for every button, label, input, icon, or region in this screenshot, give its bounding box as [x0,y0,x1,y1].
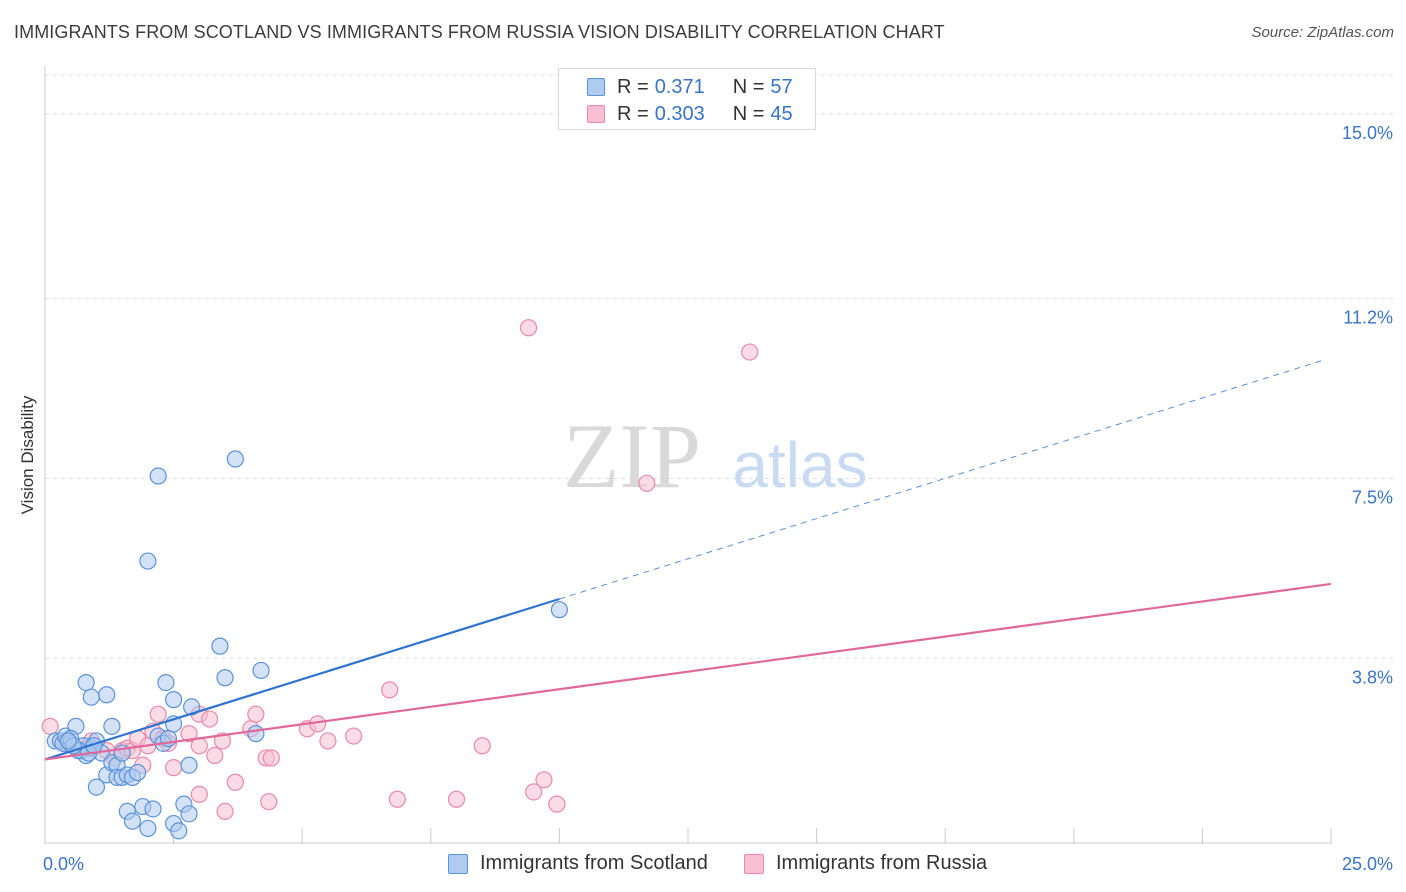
watermark-atlas: atlas [732,429,867,501]
russia-point [206,746,224,765]
x-tick-label: 25.0% [1342,854,1393,874]
scotland-point [87,778,106,796]
legend-item-russia[interactable]: Immigrants from Russia [744,852,987,875]
russia-point [262,749,280,767]
scotland-point [180,805,198,823]
russia-point [741,343,759,361]
russia-n-value: 45 [770,102,793,125]
y-tick-label: 15.0% [1342,123,1393,143]
r-label: R = [617,102,649,125]
scotland-point [77,673,95,692]
russia-point [216,802,234,821]
scotland-point [165,691,183,709]
scotland-point [183,698,201,716]
scotland-point [139,552,157,570]
scotland-point [82,688,100,706]
russia-point [190,785,208,803]
watermark-zip: ZIP [563,405,701,507]
y-tick-label: 7.5% [1352,487,1393,507]
scotland-point [157,673,175,692]
scotland-point [211,637,229,655]
axis-layer [44,66,1332,844]
y-tick-label: 11.2% [1343,308,1393,328]
russia-point [447,790,466,808]
scotland-trend-line [44,597,560,761]
scotland-point [139,819,157,838]
russia-point [226,773,244,791]
russia-point [345,727,363,745]
russia-point [149,705,167,723]
russia-point [525,783,543,801]
scotland-trend-extension [559,358,1327,600]
points-layer [41,319,759,840]
series-legend: Immigrants from Scotland Immigrants from… [0,852,1406,878]
scotland-point [180,756,198,774]
scotland-point [128,763,147,782]
scotland-point [144,800,162,818]
scotland-point [59,732,77,750]
russia-point [319,732,337,750]
scotland-point [550,601,569,619]
scotland-point [123,812,142,830]
scotland-point [247,725,265,743]
source-label: Source: ZipAtlas.com [1251,24,1394,41]
russia-point [381,681,399,699]
russia-point [201,710,219,728]
scotland-point [149,467,167,485]
n-label: N = [732,75,765,98]
tick-label-layer: 3.8% 7.5% 11.2% 15.0% 0.0% 25.0% [43,123,1393,874]
trend-layer [44,358,1332,761]
scotland-point [103,717,121,735]
russia-point [519,319,538,337]
scotland-point [170,822,188,840]
x-tick-label: 0.0% [43,854,84,874]
russia-trend-line [44,582,1332,761]
russia-point [638,474,656,492]
russia-point [260,793,278,811]
russia-point [388,790,406,808]
y-axis-title: Vision Disability [18,395,37,515]
scotland-legend-swatch [448,853,468,874]
russia-point [165,759,183,777]
russia-swatch [587,105,605,123]
r-label: R = [617,75,649,98]
watermark: ZIP atlas [563,405,868,507]
n-label: N = [732,102,765,125]
russia-point [535,771,553,789]
russia-point [473,737,491,755]
legend-row-russia: R = 0.303 N = 45 [559,101,815,127]
russia-legend-label: Immigrants from Russia [776,852,988,874]
correlation-legend: R = 0.371 N = 57 R = 0.303 N = 45 [558,68,816,130]
russia-point [180,725,198,743]
chart-title: IMMIGRANTS FROM SCOTLAND VS IMMIGRANTS F… [14,22,945,42]
y-tick-label: 3.8% [1352,667,1393,687]
russia-legend-swatch [744,853,764,874]
grid-layer [45,74,1393,659]
scotland-point [226,450,244,468]
legend-row-scotland: R = 0.371 N = 57 [559,74,815,100]
russia-point [41,717,59,735]
russia-point [548,795,566,813]
scotland-legend-label: Immigrants from Scotland [480,852,708,874]
scotland-n-value: 57 [770,75,793,98]
russia-r-value: 0.303 [654,102,705,125]
russia-point [247,705,265,723]
legend-item-scotland[interactable]: Immigrants from Scotland [448,852,708,875]
russia-point [213,732,232,750]
scotland-r-value: 0.371 [654,75,705,98]
scotland-point [252,661,270,680]
scotland-point [216,669,234,687]
scotland-point [98,686,116,704]
scotland-swatch [587,78,605,96]
